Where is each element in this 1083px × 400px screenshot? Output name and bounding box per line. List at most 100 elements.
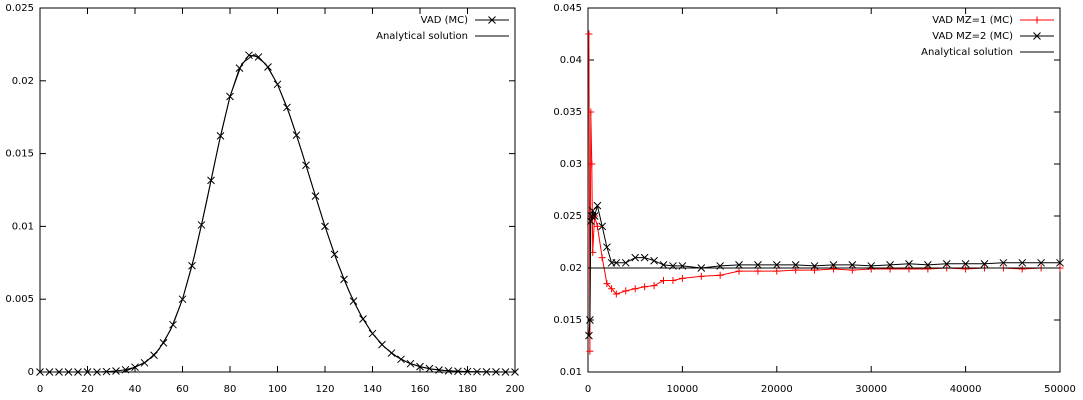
point [773,267,781,275]
point [603,243,611,252]
y-tick-label: 0.04 [560,55,582,66]
y-tick-label: 0.045 [553,3,582,14]
point [612,290,620,298]
point [961,259,970,268]
point [1018,265,1026,273]
x-tick-label: 160 [410,384,429,395]
series-line [40,54,515,373]
y-tick-label: 0.01 [560,367,582,378]
point [631,253,640,262]
point [590,212,599,220]
point [669,276,677,284]
y-tick-label: 0.03 [560,159,582,170]
point [612,258,621,267]
point [650,282,658,290]
series-line [588,205,1060,336]
point [588,160,596,168]
x-tick-label: 40 [129,384,142,395]
x-tick-label: 120 [315,384,334,395]
point [640,253,649,262]
x-tick-label: 100 [268,384,287,395]
point [886,265,894,273]
x-tick-label: 20000 [761,384,793,395]
point [735,261,743,269]
legend-label: VAD MZ=1 (MC) [932,15,1013,26]
point [1018,258,1027,267]
y-tick-label: 0.02 [12,76,34,87]
point [678,274,686,282]
y-tick-label: 0.02 [560,263,582,274]
x-tick-label: 30000 [855,384,887,395]
series-line [40,53,515,373]
point [999,258,1008,267]
point [1037,258,1045,267]
x-tick-label: 140 [363,384,382,395]
legend-marker [488,16,496,24]
legend-label: VAD (MC) [421,15,468,26]
point [886,261,894,269]
y-tick-label: 0 [28,367,34,378]
point [791,261,800,269]
legend-label: VAD MZ=2 (MC) [932,31,1013,42]
plot-frame [587,7,1061,373]
point [608,285,616,293]
point [735,267,743,275]
point [621,258,630,267]
point [962,265,970,273]
point [867,265,875,273]
point [150,351,158,360]
point [622,287,630,295]
point [586,347,594,355]
point [603,280,611,288]
point [631,285,639,293]
x-tick-label: 40000 [950,384,982,395]
y-tick-label: 0.005 [5,294,34,305]
point [598,254,606,262]
x-tick-label: 60 [176,384,189,395]
point [829,265,837,273]
point [254,53,263,61]
point [593,201,602,210]
point [641,283,649,291]
x-tick-label: 180 [458,384,477,395]
point [942,259,951,268]
legend-marker [1033,32,1041,40]
plot-frame [39,7,516,373]
point [593,222,601,230]
x-tick-label: 200 [505,384,524,395]
point [697,272,705,280]
point [245,51,253,60]
point [980,259,989,268]
point [235,64,244,72]
point [905,265,913,273]
x-tick-label: 10000 [666,384,698,395]
y-tick-label: 0.025 [5,3,34,14]
y-tick-label: 0.025 [553,211,582,222]
point [848,261,857,269]
point [905,259,913,268]
x-tick-label: 20 [81,384,94,395]
point [598,222,607,231]
point [586,316,594,324]
legend-label: Analytical solution [921,47,1013,58]
point [829,261,838,269]
point [585,331,593,340]
y-tick-label: 0.015 [5,149,34,160]
x-tick-label: 80 [224,384,237,395]
y-tick-label: 0.01 [12,221,34,232]
point [754,267,762,275]
x-tick-label: 0 [585,384,591,395]
x-tick-label: 0 [37,384,43,395]
point [650,256,658,265]
series-line [588,33,1060,352]
point [1056,258,1064,267]
point [924,265,932,273]
y-tick-label: 0.015 [553,315,582,326]
point [587,108,595,116]
point [659,261,668,269]
point [660,276,668,284]
y-tick-label: 0.035 [553,107,582,118]
point [112,367,120,375]
